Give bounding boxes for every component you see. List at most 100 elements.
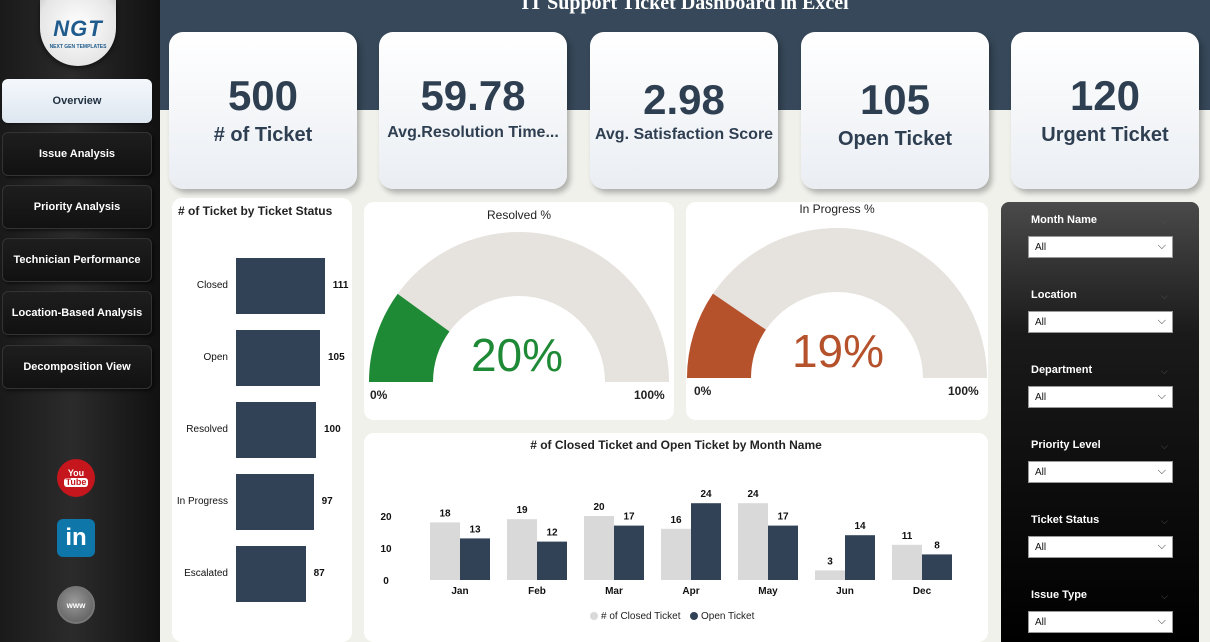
filter-dropdown[interactable]: All ⌵: [1028, 611, 1173, 633]
filter-dropdown[interactable]: All ⌵: [1028, 536, 1173, 558]
bar-data-label: 11: [902, 531, 913, 542]
x-tick-label: Mar: [605, 586, 623, 597]
bar-data-label: 20: [593, 502, 605, 513]
bar-data-label: 17: [777, 512, 789, 523]
youtube-icon-text: You: [67, 467, 85, 478]
closed-ticket-bar[interactable]: [738, 503, 768, 580]
status-bar-label: Open: [203, 352, 228, 363]
nav-overview[interactable]: Overview: [2, 79, 152, 123]
chevron-down-icon: ⌵: [1157, 615, 1166, 627]
bar-data-label: 8: [934, 540, 940, 551]
filter-dropdown[interactable]: All ⌵: [1028, 461, 1173, 483]
status-bar-label: Escalated: [184, 568, 228, 579]
resolved-gauge-fill: [369, 293, 450, 382]
filter-dropdown-value: All: [1035, 317, 1047, 328]
filter-label: Department: [1031, 364, 1093, 376]
bar-data-label: 19: [516, 505, 528, 516]
in-progress-gauge-svg: [687, 228, 987, 378]
open-ticket-bar[interactable]: [537, 541, 567, 580]
bar-data-label: 13: [469, 524, 481, 535]
filter-dropdown[interactable]: All ⌵: [1028, 236, 1173, 258]
filter-label: Month Name: [1031, 214, 1097, 226]
status-bar-value: 105: [328, 352, 345, 363]
x-tick-label: Jan: [451, 586, 468, 597]
in-progress-gauge-track: [687, 228, 987, 378]
y-tick-label: 10: [380, 544, 392, 555]
in-progress-gauge-min: 0%: [694, 384, 712, 398]
filter-dropdown-value: All: [1035, 542, 1047, 553]
status-bar[interactable]: [236, 474, 314, 530]
legend-marker: [590, 612, 598, 620]
filter-label: Issue Type: [1031, 589, 1088, 601]
nav-technician-performance[interactable]: Technician Performance: [2, 238, 152, 282]
legend-label: # of Closed Ticket: [601, 611, 681, 622]
status-bar-value: 111: [332, 280, 349, 291]
status-bar[interactable]: [236, 402, 316, 458]
y-tick-label: 20: [380, 512, 392, 523]
nav-priority-analysis[interactable]: Priority Analysis: [2, 185, 152, 229]
status-bar[interactable]: [236, 546, 306, 602]
x-tick-label: Dec: [913, 586, 932, 597]
bar-data-label: 17: [623, 512, 635, 523]
filter-dropdown[interactable]: All ⌵: [1028, 386, 1173, 408]
bar-data-label: 12: [546, 528, 558, 539]
kpi-open-ticket: 105 Open Ticket: [801, 32, 989, 189]
open-ticket-bar[interactable]: [460, 538, 490, 580]
youtube-link[interactable]: You Tube: [56, 458, 96, 498]
status-bar-label: In Progress: [176, 496, 228, 507]
monthly-chart-panel: # of Closed Ticket and Open Ticket by Mo…: [364, 433, 988, 642]
logo-text: NGT: [53, 16, 103, 41]
status-bar[interactable]: [236, 330, 320, 386]
open-ticket-bar[interactable]: [614, 525, 644, 580]
chevron-down-icon: ⌵: [1157, 315, 1166, 327]
closed-ticket-bar[interactable]: [815, 570, 845, 580]
closed-ticket-bar[interactable]: [584, 516, 614, 580]
kpi-value: 120: [1069, 72, 1141, 119]
kpi-label: Avg.Resolution Time...: [387, 124, 559, 141]
status-bar-label: Closed: [196, 280, 228, 291]
closed-ticket-bar[interactable]: [430, 522, 460, 580]
in-progress-gauge-title: In Progress %: [799, 202, 875, 216]
open-ticket-bar[interactable]: [845, 535, 875, 580]
closed-ticket-bar[interactable]: [661, 528, 691, 580]
status-bar-value: 100: [324, 424, 341, 435]
page-title: IT Support Ticket Dashboard in Excel: [521, 0, 849, 14]
status-bar[interactable]: [236, 258, 325, 314]
nav-location-based-analysis[interactable]: Location-Based Analysis: [2, 291, 152, 335]
legend-marker: [690, 612, 698, 620]
in-progress-gauge-panel: In Progress % 19% 0% 100%: [686, 202, 988, 420]
kpi-urgent-ticket: 120 Urgent Ticket: [1011, 32, 1199, 189]
chevron-down-icon: ⌵: [1161, 216, 1168, 226]
resolved-gauge-min: 0%: [370, 388, 388, 402]
bar-data-label: 3: [827, 556, 833, 567]
filter-dropdown[interactable]: All ⌵: [1028, 311, 1173, 333]
open-ticket-bar[interactable]: [768, 525, 798, 580]
youtube-icon: You Tube: [57, 459, 95, 497]
filter-dropdown-value: All: [1035, 242, 1047, 253]
kpi-value: 500: [227, 72, 299, 119]
monthly-chart-title: # of Closed Ticket and Open Ticket by Mo…: [530, 438, 822, 452]
status-bar-label: Resolved: [186, 424, 228, 435]
bar-data-label: 16: [670, 515, 682, 526]
kpi-label: Urgent Ticket: [1041, 124, 1169, 146]
open-ticket-bar[interactable]: [922, 554, 952, 580]
chevron-down-icon: ⌵: [1161, 291, 1168, 301]
website-link[interactable]: www: [56, 585, 96, 625]
closed-ticket-bar[interactable]: [892, 544, 922, 580]
nav-issue-analysis[interactable]: Issue Analysis: [2, 132, 152, 176]
in-progress-gauge-max: 100%: [948, 384, 979, 398]
kpi-label: Open Ticket: [837, 128, 953, 150]
bar-data-label: 24: [700, 489, 712, 500]
globe-icon: www: [57, 586, 95, 624]
resolved-gauge-svg: [369, 232, 669, 382]
resolved-gauge-panel: Resolved % 20% 0% 100%: [364, 202, 674, 420]
company-logo: NGT NEXT GEN TEMPLATES: [40, 0, 116, 66]
open-ticket-bar[interactable]: [691, 503, 721, 580]
x-tick-label: May: [758, 586, 778, 597]
status-bar-value: 87: [313, 568, 325, 579]
linkedin-link[interactable]: in: [56, 518, 96, 558]
chevron-down-icon: ⌵: [1161, 366, 1168, 376]
closed-ticket-bar[interactable]: [507, 519, 537, 580]
nav-decomposition-view[interactable]: Decomposition View: [2, 345, 152, 389]
linkedin-icon: in: [57, 519, 95, 557]
